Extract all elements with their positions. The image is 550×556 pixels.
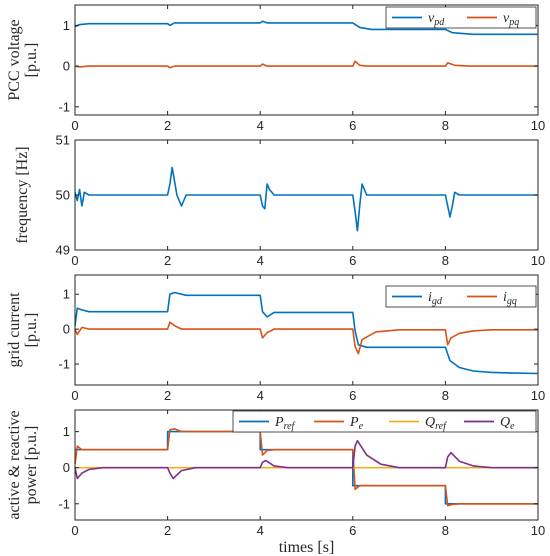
- x-tick-label: 4: [257, 253, 264, 268]
- series-line-igq-3: [74, 321, 538, 355]
- axes-box: [74, 409, 539, 521]
- legend-label-sub: ref: [284, 421, 296, 432]
- y-axis-label-line: grid current: [6, 292, 23, 368]
- legend-label-main: P: [349, 415, 359, 430]
- legend-label: vpq: [503, 11, 519, 28]
- legend: Pref Pe Qref Qe: [232, 410, 537, 433]
- x-tick-label: 8: [442, 523, 449, 538]
- series-line-Qe-4: [74, 439, 538, 480]
- legend-label-main: Q: [500, 415, 510, 430]
- y-tick-label: 1: [63, 18, 70, 33]
- legend-label: igd: [428, 290, 443, 307]
- y-tick-label: 1: [63, 287, 70, 302]
- legend-label-main: P: [274, 415, 284, 430]
- series-line-vpq-1: [74, 60, 538, 69]
- x-tick-label: 10: [531, 388, 545, 403]
- legend: vpd vpq: [385, 6, 537, 29]
- series-line-f-2: [74, 166, 538, 232]
- legend-label-sub: pd: [433, 17, 445, 28]
- y-axis-label-line: active & reactive: [6, 410, 23, 519]
- legend-box: [385, 285, 537, 308]
- x-tick-label: 2: [164, 253, 171, 268]
- y-axis-label-line: [p.u.]: [23, 313, 40, 348]
- legend-label-main: i: [503, 290, 507, 305]
- legend-box: [385, 6, 537, 29]
- y-tick-label: 49: [56, 243, 70, 258]
- legend-label: Qref: [425, 415, 447, 432]
- legend-label-sub: gq: [507, 296, 517, 307]
- x-tick-label: 10: [531, 253, 545, 268]
- y-axis-label-line: power [p.u.]: [23, 426, 40, 505]
- x-tick-label: 0: [71, 523, 78, 538]
- series-line-Pe-4: [74, 428, 538, 507]
- x-tick-label: 10: [531, 118, 545, 133]
- legend-label: vpd: [428, 11, 445, 28]
- legend-box: [232, 410, 537, 433]
- legend-label: Pe: [349, 415, 364, 432]
- chart-panel-2: 0 2 4 6 8 10 49 50 51 frequency [Hz]: [14, 133, 545, 269]
- y-tick-label: -1: [58, 99, 70, 114]
- y-tick-label: -1: [58, 357, 70, 372]
- axes-box: [74, 4, 539, 116]
- y-tick-label: 1: [63, 424, 70, 439]
- y-tick-label: 0: [63, 59, 70, 74]
- legend-label-sub: e: [359, 421, 364, 432]
- legend-label: Qe: [500, 415, 515, 432]
- x-tick-label: 0: [71, 253, 78, 268]
- legend-label-sub: gd: [432, 296, 443, 307]
- y-axis-label: frequency [Hz]: [14, 146, 31, 243]
- x-tick-label: 0: [71, 118, 78, 133]
- x-tick-label: 6: [349, 523, 356, 538]
- y-tick-label: -1: [58, 496, 70, 511]
- x-tick-label: 6: [349, 388, 356, 403]
- x-tick-label: 2: [164, 523, 171, 538]
- legend-label-sub: e: [510, 421, 515, 432]
- legend: igd igq: [385, 285, 537, 308]
- y-tick-label: 50: [56, 188, 70, 203]
- y-tick-label: 0: [63, 460, 70, 475]
- legend-label: igq: [503, 290, 517, 307]
- legend-label-main: i: [428, 290, 432, 305]
- legend-label-main: Q: [425, 415, 435, 430]
- y-axis-label-line: frequency [Hz]: [14, 146, 31, 243]
- y-axis-label-line: [p.u.]: [23, 43, 40, 78]
- series-line-igd-3: [74, 291, 539, 375]
- x-tick-label: 10: [531, 523, 545, 538]
- y-axis-label-line: PCC voltage: [6, 19, 23, 100]
- x-tick-label: 2: [164, 388, 171, 403]
- series-line-vpd-1: [74, 20, 538, 36]
- x-tick-label: 4: [257, 523, 264, 538]
- legend-label-main: v: [503, 11, 510, 26]
- y-tick-label: 0: [63, 322, 70, 337]
- y-axis-label: PCC voltage[p.u.]: [6, 19, 40, 100]
- x-axis-label: times [s]: [279, 539, 335, 556]
- legend-label-sub: pq: [508, 17, 519, 28]
- x-tick-label: 8: [442, 253, 449, 268]
- legend-label-main: v: [428, 11, 435, 26]
- x-tick-label: 0: [71, 388, 78, 403]
- x-tick-label: 6: [349, 118, 356, 133]
- x-tick-label: 4: [257, 388, 264, 403]
- legend-label: Pref: [274, 415, 296, 432]
- x-tick-label: 6: [349, 253, 356, 268]
- y-axis-label: active & reactivepower [p.u.]: [6, 410, 40, 519]
- y-tick-label: 51: [56, 133, 70, 148]
- x-tick-label: 4: [257, 118, 264, 133]
- axes-box: [74, 274, 539, 386]
- legend-label-sub: ref: [435, 421, 447, 432]
- x-tick-label: 8: [442, 118, 449, 133]
- x-tick-label: 2: [164, 118, 171, 133]
- y-axis-label: grid current[p.u.]: [6, 292, 40, 368]
- x-tick-label: 8: [442, 388, 449, 403]
